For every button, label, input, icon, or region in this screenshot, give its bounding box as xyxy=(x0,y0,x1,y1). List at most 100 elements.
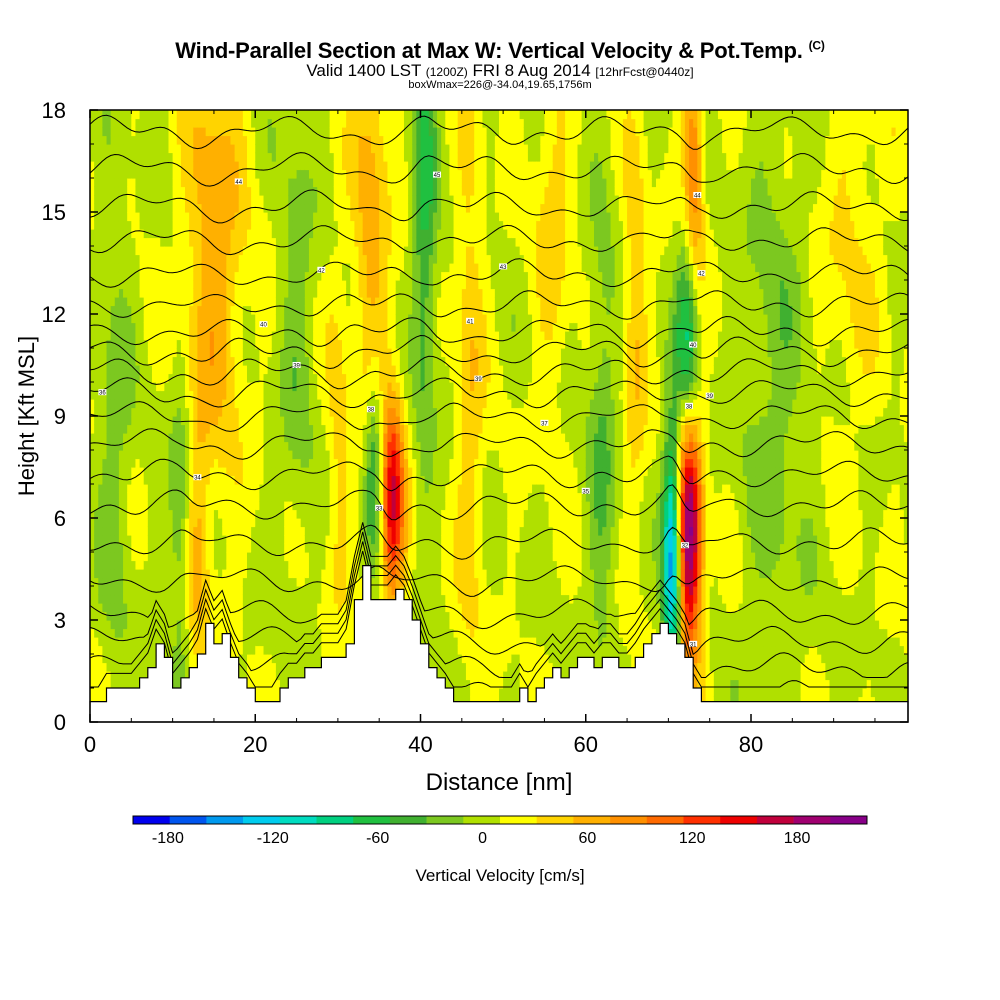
velocity-cell xyxy=(143,118,149,128)
velocity-cell xyxy=(251,611,256,621)
velocity-cell xyxy=(143,254,149,264)
velocity-cell xyxy=(288,331,294,341)
velocity-cell xyxy=(156,178,161,188)
velocity-cell xyxy=(213,297,219,307)
velocity-cell xyxy=(94,195,99,205)
velocity-cell xyxy=(350,254,355,264)
velocity-cell xyxy=(280,365,285,375)
velocity-cell xyxy=(342,271,347,281)
velocity-cell xyxy=(222,331,227,341)
velocity-cell xyxy=(321,518,327,528)
velocity-cell xyxy=(139,263,145,273)
velocity-cell xyxy=(143,628,149,638)
velocity-cell xyxy=(213,390,219,400)
velocity-cell xyxy=(226,509,232,519)
velocity-cell xyxy=(213,135,219,145)
velocity-cell xyxy=(168,620,174,630)
velocity-cell xyxy=(259,671,265,681)
velocity-cell xyxy=(185,127,190,137)
velocity-cell xyxy=(313,365,318,375)
velocity-cell xyxy=(193,339,199,349)
velocity-cell xyxy=(123,297,128,307)
velocity-cell xyxy=(321,416,327,426)
velocity-cell xyxy=(110,654,116,664)
velocity-cell xyxy=(300,569,306,579)
velocity-cell xyxy=(143,467,149,477)
velocity-cell xyxy=(288,458,294,468)
velocity-cell xyxy=(284,441,289,451)
velocity-cell xyxy=(218,467,223,477)
velocity-cell xyxy=(94,314,99,324)
velocity-cell xyxy=(296,569,302,579)
velocity-cell xyxy=(98,628,103,638)
velocity-cell xyxy=(271,110,277,120)
velocity-cell xyxy=(337,441,343,451)
velocity-cell xyxy=(98,348,103,358)
velocity-cell xyxy=(160,390,165,400)
velocity-cell xyxy=(346,535,351,545)
velocity-cell xyxy=(98,569,103,579)
velocity-cell xyxy=(321,543,327,553)
velocity-cell xyxy=(313,339,318,349)
velocity-cell xyxy=(176,254,182,264)
velocity-cell xyxy=(102,271,108,281)
velocity-cell xyxy=(131,679,137,689)
velocity-cell xyxy=(234,560,240,570)
velocity-cell xyxy=(321,526,327,536)
velocity-cell xyxy=(246,305,252,315)
velocity-cell xyxy=(362,297,368,307)
velocity-cell xyxy=(164,254,170,264)
velocity-cell xyxy=(313,271,318,281)
velocity-cell xyxy=(193,552,199,562)
velocity-cell xyxy=(131,118,137,128)
velocity-cell xyxy=(366,144,372,154)
velocity-cell xyxy=(139,671,145,681)
velocity-cell xyxy=(160,237,165,247)
velocity-cell xyxy=(300,144,306,154)
velocity-cell xyxy=(98,407,103,417)
velocity-cell xyxy=(242,645,248,655)
velocity-cell xyxy=(147,382,153,392)
velocity-cell xyxy=(271,441,277,451)
velocity-cell xyxy=(292,611,298,621)
velocity-cell xyxy=(205,169,211,179)
velocity-cell xyxy=(110,110,116,120)
velocity-cell xyxy=(102,475,108,485)
velocity-cell xyxy=(321,144,327,154)
velocity-cell xyxy=(123,637,128,647)
velocity-cell xyxy=(263,645,269,655)
velocity-cell xyxy=(160,127,165,137)
velocity-cell xyxy=(123,203,128,213)
velocity-cell xyxy=(346,203,351,213)
velocity-cell xyxy=(370,399,376,409)
velocity-cell xyxy=(114,535,120,545)
velocity-cell xyxy=(350,543,355,553)
velocity-cell xyxy=(164,450,170,460)
velocity-cell xyxy=(234,169,240,179)
velocity-cell xyxy=(288,594,294,604)
velocity-cell xyxy=(201,178,207,188)
velocity-cell xyxy=(164,271,170,281)
velocity-cell xyxy=(350,203,355,213)
velocity-cell xyxy=(176,152,182,162)
velocity-cell xyxy=(317,560,322,570)
velocity-cell xyxy=(296,501,302,511)
velocity-cell xyxy=(317,594,322,604)
velocity-cell xyxy=(267,220,273,230)
velocity-cell xyxy=(346,484,351,494)
velocity-cell xyxy=(139,152,145,162)
velocity-cell xyxy=(300,280,306,290)
velocity-cell xyxy=(205,322,211,332)
velocity-cell xyxy=(296,203,302,213)
velocity-cell xyxy=(222,552,227,562)
velocity-cell xyxy=(271,305,277,315)
velocity-cell xyxy=(118,594,124,604)
velocity-cell xyxy=(213,569,219,579)
velocity-cell xyxy=(354,331,360,341)
velocity-cell xyxy=(329,645,335,655)
velocity-cell xyxy=(275,314,281,324)
velocity-cell xyxy=(329,552,335,562)
velocity-cell xyxy=(110,628,116,638)
velocity-cell xyxy=(172,356,178,366)
velocity-cell xyxy=(230,144,236,154)
